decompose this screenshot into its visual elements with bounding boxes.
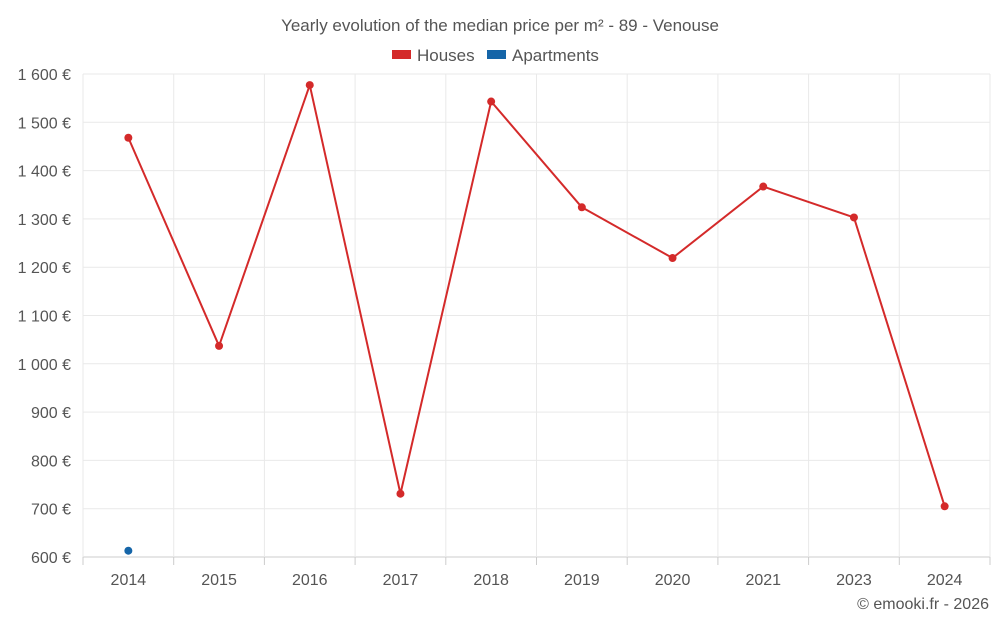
y-tick-label: 1 000 € xyxy=(18,357,71,374)
x-tick-label: 2019 xyxy=(564,572,600,589)
legend-label-houses: Houses xyxy=(417,46,475,65)
y-tick-label: 1 600 € xyxy=(18,67,71,84)
data-point-houses xyxy=(940,502,949,511)
grid xyxy=(82,73,991,558)
y-tick-label: 1 400 € xyxy=(18,164,71,181)
credit-text: © emooki.fr - 2026 xyxy=(857,596,989,613)
x-tick-label: 2015 xyxy=(201,572,237,589)
x-tick-label: 2020 xyxy=(655,572,691,589)
data-point-houses xyxy=(577,203,586,212)
data-point-houses xyxy=(305,81,314,90)
data-point-houses xyxy=(487,97,496,106)
y-axis: 600 € 700 € 800 € 900 € 1 000 € 1 100 € 1 200 … xyxy=(18,67,71,567)
data-point-houses xyxy=(668,254,677,263)
legend-label-apartments: Apartments xyxy=(512,46,599,65)
data-point-houses xyxy=(124,133,133,142)
x-tick-label: 2017 xyxy=(383,572,419,589)
data-point-houses xyxy=(215,341,224,350)
series-line-houses xyxy=(127,84,946,507)
x-tick-label: 2016 xyxy=(292,572,328,589)
data-point-houses xyxy=(759,182,768,191)
data-point-apartments xyxy=(124,546,133,555)
x-tick-label: 2024 xyxy=(927,572,963,589)
x-tick-label: 2021 xyxy=(745,572,781,589)
y-tick-label: 1 500 € xyxy=(18,115,71,132)
series-group xyxy=(124,81,949,555)
x-tick-label: 2023 xyxy=(836,572,872,589)
legend-swatch-apartments xyxy=(487,50,506,59)
x-axis: 2014 2015 2016 2017 2018 2019 2020 2021 2023 2024 xyxy=(82,557,991,589)
y-tick-label: 1 300 € xyxy=(18,212,71,229)
legend-swatch-houses xyxy=(392,50,411,59)
y-tick-label: 800 € xyxy=(31,453,71,470)
x-tick-label: 2014 xyxy=(111,572,147,589)
data-point-houses xyxy=(396,489,405,498)
legend: Houses Apartments xyxy=(392,46,599,65)
x-tick-label: 2018 xyxy=(473,572,509,589)
y-tick-label: 1 100 € xyxy=(18,309,71,326)
y-tick-label: 600 € xyxy=(31,550,71,567)
chart-title: Yearly evolution of the median price per… xyxy=(281,16,719,35)
y-tick-label: 700 € xyxy=(31,502,71,519)
y-tick-label: 900 € xyxy=(31,405,71,422)
data-point-houses xyxy=(849,213,858,222)
y-tick-label: 1 200 € xyxy=(18,260,71,277)
